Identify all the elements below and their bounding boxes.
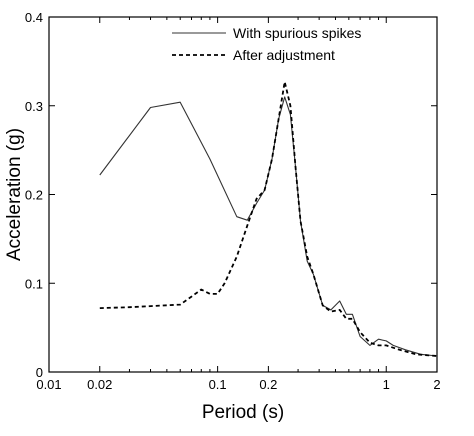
x-tick-label: 2 <box>433 377 440 392</box>
series-line-with-spurious-spikes <box>99 96 438 357</box>
x-tick-label: 0.02 <box>87 377 112 392</box>
legend-label-after-adjustment: After adjustment <box>233 47 335 63</box>
x-tick-label: 0.01 <box>36 377 61 392</box>
y-tick-label: 0.4 <box>25 10 43 25</box>
y-tick-label: 0.2 <box>25 188 43 203</box>
x-tick-label: 0.2 <box>259 377 277 392</box>
x-tick-label: 0.1 <box>209 377 227 392</box>
plot-area <box>48 16 438 373</box>
series-line-after-adjustment <box>99 80 438 357</box>
y-axis-title: Acceleration (g) <box>4 128 25 261</box>
x-tick-label: 1 <box>383 377 390 392</box>
y-tick-label: 0.3 <box>25 99 43 114</box>
series-layer <box>99 80 438 357</box>
y-tick-label: 0.1 <box>25 276 43 291</box>
legend: With spurious spikes After adjustment <box>172 25 361 63</box>
legend-label-with-spurious-spikes: With spurious spikes <box>233 25 361 41</box>
axis-ticks: 0.01 0.02 0.1 0.2 1 2 0 0.1 0.2 0.3 0.4 <box>25 10 441 392</box>
plot-border <box>48 16 438 373</box>
y-tick-label: 0 <box>36 365 43 380</box>
x-axis-title: Period (s) <box>202 402 284 423</box>
